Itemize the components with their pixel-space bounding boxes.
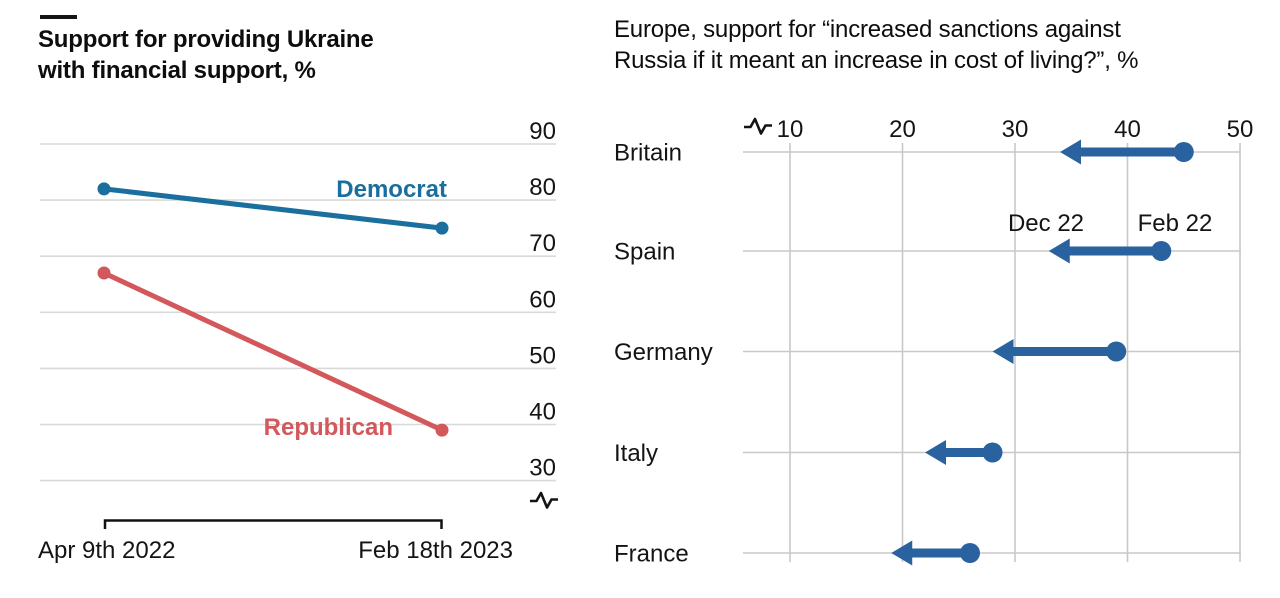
data-point <box>97 266 111 280</box>
data-point <box>982 442 1003 463</box>
series-label-republican: Republican <box>264 414 393 441</box>
data-point <box>435 221 449 235</box>
right-x-tick-label: 10 <box>777 116 804 143</box>
right-chart-title-line1: Europe, support for “increased sanctions… <box>614 16 1121 43</box>
country-label: Italy <box>614 440 658 467</box>
arrow-head <box>925 440 946 465</box>
arrow-head <box>891 540 913 566</box>
data-point <box>1151 241 1172 261</box>
annotation-feb22: Feb 22 <box>1138 210 1213 237</box>
left-chart-title-line2: with financial support, % <box>38 57 316 84</box>
series-line-democrat <box>101 186 445 231</box>
series-label-democrat: Democrat <box>336 176 447 203</box>
left-axis-break-icon <box>530 491 558 509</box>
left-y-tick-label: 80 <box>529 174 556 201</box>
series-line-republican <box>101 270 445 433</box>
country-label: Spain <box>614 239 675 266</box>
right-x-tick-label: 20 <box>889 116 916 143</box>
left-y-tick-label: 50 <box>529 342 556 369</box>
right-chart-title-line2: Russia if it meant an increase in cost o… <box>614 47 1139 74</box>
left-chart-title: Support for providing Ukraine with finan… <box>38 24 374 86</box>
left-y-tick-label: 90 <box>529 118 556 145</box>
data-point <box>1106 341 1127 362</box>
x-axis-label-end: Feb 18th 2023 <box>358 537 513 564</box>
right-x-tick-label: 50 <box>1227 116 1254 143</box>
right-axis-break-icon <box>744 117 772 135</box>
arrow-head <box>992 339 1014 364</box>
country-label: France <box>614 541 689 568</box>
left-chart-title-line1: Support for providing Ukraine <box>38 26 374 53</box>
left-y-tick-label: 30 <box>529 455 556 482</box>
title-tick-bar <box>40 15 77 19</box>
data-point <box>97 182 111 196</box>
left-y-tick-label: 40 <box>529 399 556 426</box>
x-axis-label-start: Apr 9th 2022 <box>38 537 175 564</box>
data-point <box>960 543 980 563</box>
left-y-tick-label: 70 <box>529 230 556 257</box>
country-label: Britain <box>614 140 682 167</box>
left-y-tick-label: 60 <box>529 286 556 313</box>
arrow-head <box>1048 238 1070 264</box>
x-axis-bracket <box>103 519 443 529</box>
right-chart-title: Europe, support for “increased sanctions… <box>614 14 1139 76</box>
data-point <box>1173 142 1194 162</box>
right-x-tick-label: 40 <box>1114 116 1141 143</box>
annotation-dec22: Dec 22 <box>1008 210 1084 237</box>
country-label: Germany <box>614 339 713 366</box>
right-x-tick-label: 30 <box>1002 116 1029 143</box>
data-point <box>435 423 449 437</box>
arrow-head <box>1060 139 1081 165</box>
